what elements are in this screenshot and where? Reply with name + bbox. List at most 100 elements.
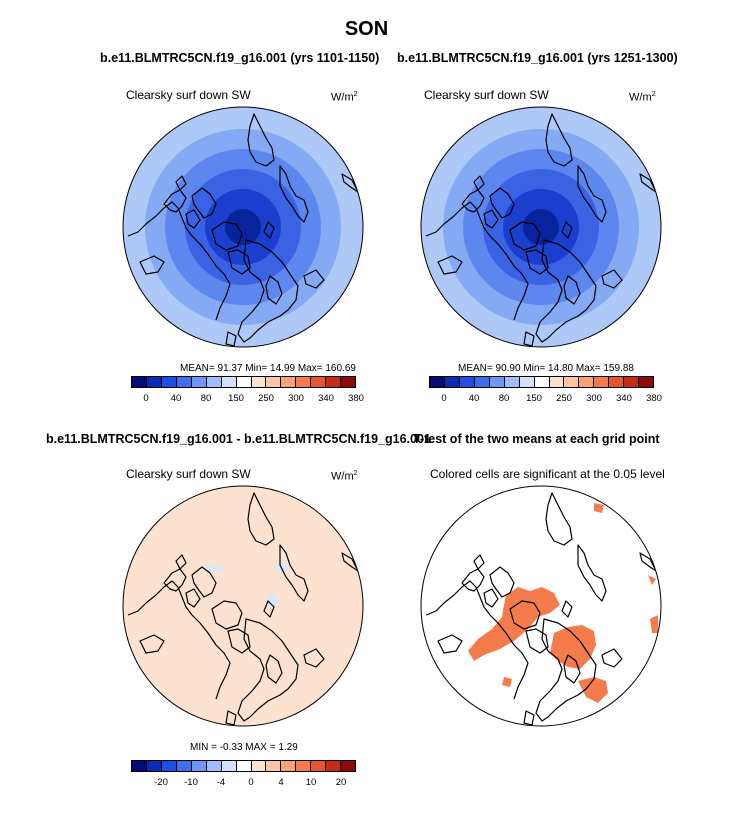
- colorbar-swatch: [206, 377, 222, 387]
- coastline: [509, 600, 541, 630]
- colorbar-swatch: [191, 761, 207, 771]
- coastline: [437, 255, 463, 275]
- coastline: [577, 165, 607, 223]
- panel4-ttest-map: [420, 485, 662, 727]
- significant-cells: [468, 587, 560, 661]
- colorbar-tick-label: 40: [468, 393, 480, 404]
- colorbar-tick-label: 340: [318, 393, 334, 404]
- panel2-stats: MEAN= 90.90 Min= 14.80 Max= 159.88: [458, 363, 634, 374]
- colorbar-swatch: [176, 377, 192, 387]
- coastline: [279, 544, 309, 602]
- colorbar-swatch: [430, 377, 445, 387]
- colorbar-swatch: [594, 377, 610, 387]
- panel2-polar-map: [420, 106, 662, 348]
- difference-field: [123, 486, 363, 726]
- colorbar-swatch: [326, 377, 342, 387]
- coastline: [175, 175, 187, 191]
- colorbar-swatch: [639, 377, 654, 387]
- negative-difference-patch: [267, 594, 277, 608]
- coastline: [139, 255, 165, 275]
- coastline: [563, 654, 581, 684]
- coastline: [127, 201, 231, 321]
- colorbar-swatch: [266, 377, 282, 387]
- colorbar-swatch: [326, 761, 342, 771]
- significant-cells: [650, 615, 658, 633]
- coastline: [225, 331, 237, 347]
- colorbar-tick-label: 250: [556, 393, 572, 404]
- colorbar-swatch: [266, 761, 282, 771]
- coastline: [437, 634, 463, 654]
- colorbar-tick-label: 40: [170, 393, 182, 404]
- panel2-colorbar-labels: 0 40 80 150 250 300 340 380: [429, 393, 662, 405]
- colorbar-tick-label: 80: [498, 393, 510, 404]
- coastline: [163, 189, 187, 213]
- panel1-colorbar: [131, 376, 356, 388]
- coastline: [227, 249, 251, 275]
- coastline: [483, 588, 499, 608]
- colorbar-swatch: [311, 761, 327, 771]
- colorbar-swatch: [206, 761, 222, 771]
- colorbar-tick-label: 0: [143, 393, 149, 404]
- coastline: [139, 634, 165, 654]
- coastline: [561, 600, 573, 618]
- colorbar-tick-label: 340: [616, 393, 632, 404]
- colorbar-swatch: [296, 377, 312, 387]
- coastline: [461, 568, 485, 592]
- colorbar-tick-label: 0: [248, 777, 254, 788]
- colorbar-swatch: [489, 377, 505, 387]
- coastline: [185, 209, 201, 229]
- colorbar-swatch: [311, 377, 327, 387]
- panel4-case-title: T-test of the two means at each grid poi…: [413, 432, 660, 446]
- panel3-stats: MIN = -0.33 MAX = 1.29: [190, 742, 298, 753]
- panel1-case-title: b.e11.BLMTRC5CN.f19_g16.001 (yrs 1101-11…: [100, 51, 380, 65]
- coastline: [535, 239, 597, 343]
- negative-difference-patch: [274, 562, 290, 572]
- coastline: [639, 173, 657, 193]
- significant-cells: [648, 575, 656, 585]
- coastline: [489, 187, 515, 219]
- panel3-difference-map: [122, 485, 364, 727]
- panel1-stats: MEAN= 91.37 Min= 14.99 Max= 160.69: [180, 363, 356, 374]
- colorbar-tick-label: 380: [348, 393, 364, 404]
- colorbar-swatch: [549, 377, 565, 387]
- coastline: [211, 221, 243, 251]
- colorbar-swatch: [251, 761, 267, 771]
- coastline: [265, 654, 283, 684]
- colorbar-tick-label: -10: [184, 777, 198, 788]
- colorbar-tick-label: 0: [441, 393, 447, 404]
- colorbar-swatch: [161, 377, 177, 387]
- contour-band: [225, 209, 261, 245]
- coastline: [263, 221, 275, 239]
- coastline: [211, 600, 243, 630]
- colorbar-swatch: [444, 377, 460, 387]
- panel1-polar-map: [122, 106, 364, 348]
- colorbar-swatch: [474, 377, 490, 387]
- coastline: [341, 552, 359, 572]
- colorbar-tick-label: 150: [526, 393, 542, 404]
- coastline: [191, 566, 217, 598]
- panel2-units: W/m2: [629, 91, 656, 104]
- panel2-case-title: b.e11.BLMTRC5CN.f19_g16.001 (yrs 1251-13…: [397, 51, 678, 65]
- coastline: [535, 618, 597, 722]
- colorbar-tick-label: 150: [228, 393, 244, 404]
- panel1-colorbar-labels: 0 40 80 150 250 300 340 380: [131, 393, 364, 405]
- colorbar-tick-label: 380: [646, 393, 662, 404]
- panel3-colorbar-labels: -20 -10 -4 0 4 10 20: [131, 777, 356, 789]
- colorbar-swatch: [132, 377, 147, 387]
- colorbar-swatch: [281, 761, 297, 771]
- coastline: [577, 544, 607, 602]
- coastline: [341, 173, 359, 193]
- panel3-case-title: b.e11.BLMTRC5CN.f19_g16.001 - b.e11.BLMT…: [46, 432, 431, 446]
- significant-cells: [594, 503, 604, 513]
- significant-cells: [578, 677, 608, 703]
- coastline: [237, 239, 299, 343]
- coastline: [425, 201, 529, 321]
- colorbar-tick-label: 10: [305, 777, 317, 788]
- coastline: [639, 552, 657, 572]
- coastline: [225, 710, 237, 726]
- colorbar-tick-label: 20: [335, 777, 347, 788]
- coastline: [525, 249, 549, 275]
- coastline: [545, 113, 573, 167]
- panel3-colorbar: [131, 760, 356, 772]
- coastline: [303, 269, 325, 289]
